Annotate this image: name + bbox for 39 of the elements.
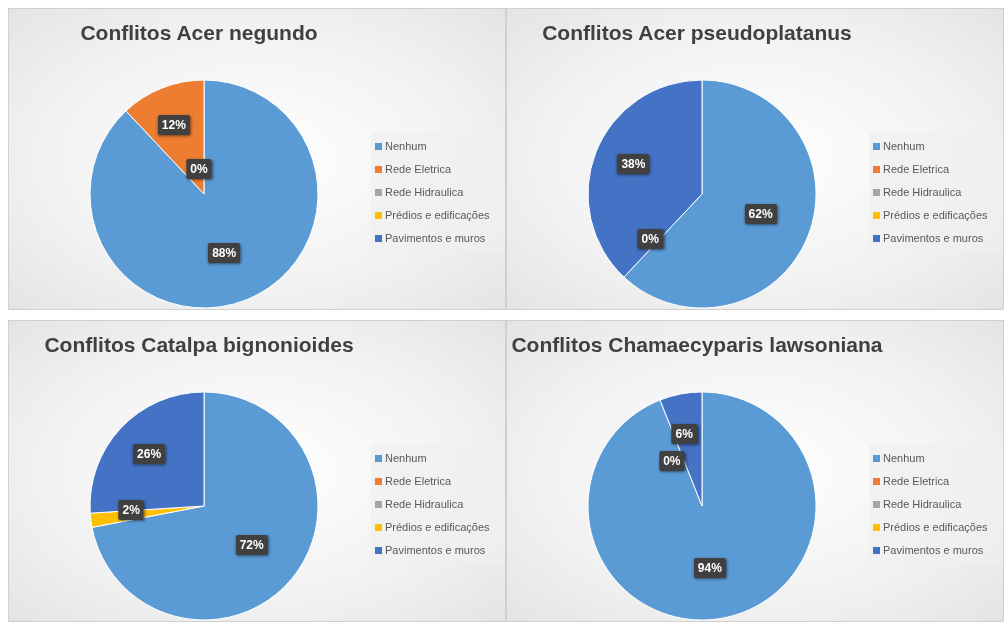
slice-label: Nenhum [883, 451, 925, 466]
data-label: 72% [235, 534, 268, 555]
legend-label: Prédios e edificações [385, 520, 490, 535]
text: 0% [190, 161, 208, 176]
legend-label: Rede Hidraulica [883, 185, 962, 200]
pie-slice [587, 391, 817, 621]
legend-label: Pavimentos e muros [385, 231, 486, 246]
legend-label: Pavimentos e muros [883, 231, 984, 246]
data-label: 94% [693, 558, 726, 579]
legend-label: Prédios e edificações [883, 208, 988, 223]
legend-label: Prédios e edificações [883, 520, 988, 535]
legend-label: Rede Eletrica [385, 162, 452, 177]
chart-title: Conflitos Acer negundo [79, 21, 319, 45]
slice-label: Nenhum [883, 139, 925, 154]
legend-label: Rede Hidraulica [385, 185, 464, 200]
data-label: 6% [671, 423, 697, 444]
data-label: 62% [744, 204, 777, 225]
text: 0% [641, 231, 659, 246]
chart-title: Conflitos Acer pseudoplatanus [541, 21, 853, 45]
slice-label: Nenhum [385, 139, 427, 154]
legend-label: Rede Eletrica [883, 162, 950, 177]
data-label: 12% [157, 115, 190, 136]
legend-label: Pavimentos e muros [883, 543, 984, 558]
data-label: 26% [133, 444, 166, 465]
chart-title: Conflitos Chamaecyparis lawsoniana [510, 333, 884, 357]
legend-label: Rede Hidraulica [883, 497, 962, 512]
pie-slice [89, 79, 319, 309]
data-label: 2% [118, 499, 144, 520]
legend-label: Pavimentos e muros [385, 543, 486, 558]
pie-slice [91, 391, 319, 621]
data-label: 38% [617, 153, 650, 174]
legend-label: Prédios e edificações [385, 208, 490, 223]
legend-label: Rede Eletrica [385, 474, 452, 489]
data-label: 88% [208, 242, 241, 263]
legend-label: Rede Eletrica [883, 474, 950, 489]
slice-label: Nenhum [385, 451, 427, 466]
text: 0% [663, 454, 681, 469]
legend-label: Rede Hidraulica [385, 497, 464, 512]
chart-title: Conflitos Catalpa bignonioides [43, 333, 355, 357]
